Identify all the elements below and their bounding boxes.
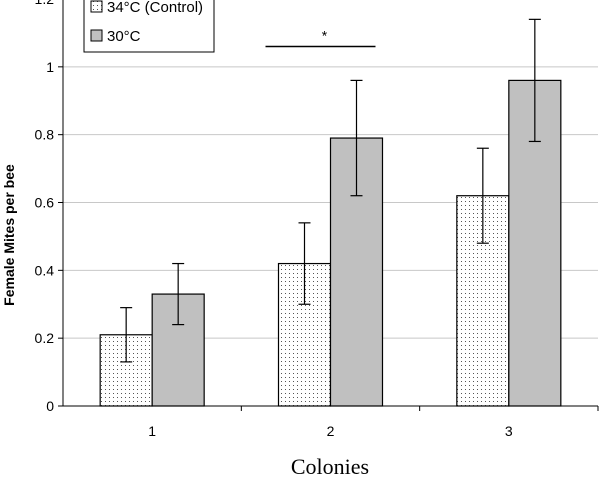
legend-swatch: [90, 29, 103, 42]
y-axis-label: Female Mites per bee: [1, 164, 17, 306]
bars: [99, 79, 562, 407]
y-tick-label: 0: [46, 398, 54, 414]
x-tick-label: 1: [148, 423, 156, 439]
y-tick-label: 1: [46, 59, 54, 75]
x-tick-label: 3: [505, 423, 513, 439]
significance-marker: *: [322, 27, 328, 43]
y-tick-label: 0.6: [35, 195, 55, 211]
y-tick-label: 1.2: [35, 0, 55, 7]
error-bars: [120, 18, 541, 363]
y-tick-label: 0.8: [35, 127, 55, 143]
tick-labels: 0 0.2 0.4 0.6 0.8 1 1.2 1 2 3: [35, 0, 513, 439]
y-tick-label: 0.4: [35, 262, 55, 278]
legend-label: 34°C (Control): [107, 0, 203, 16]
legend: 34°C (Control) 30°C: [83, 0, 215, 53]
bar-series-1-colony-2: [277, 262, 332, 407]
legend-label: 30°C: [107, 28, 141, 45]
bar-series-1-colony-1: [99, 334, 153, 407]
annotations: *: [265, 27, 376, 48]
legend-swatch: [90, 0, 103, 13]
x-axis-label: Colonies: [291, 454, 369, 479]
legend-box: [83, 0, 215, 53]
y-tick-label: 0.2: [35, 330, 55, 346]
x-tick-label: 2: [327, 423, 335, 439]
